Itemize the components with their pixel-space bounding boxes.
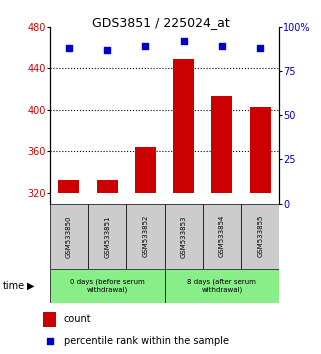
Text: GSM533851: GSM533851 [104, 215, 110, 258]
Bar [173, 59, 194, 193]
Point [219, 43, 224, 49]
Text: GSM533855: GSM533855 [257, 215, 263, 257]
Point [66, 45, 72, 51]
Point [105, 47, 110, 52]
Point [181, 38, 186, 44]
Text: GDS3851 / 225024_at: GDS3851 / 225024_at [91, 16, 230, 29]
Bar [50, 204, 88, 269]
Bar [203, 204, 241, 269]
Bar [58, 179, 79, 193]
Text: 8 days (after serum
withdrawal): 8 days (after serum withdrawal) [187, 279, 256, 293]
Text: GSM533853: GSM533853 [181, 215, 187, 258]
Bar [135, 147, 156, 193]
Text: count: count [64, 314, 91, 325]
Bar [50, 269, 164, 303]
Bar [43, 312, 56, 327]
Point [47, 338, 52, 344]
Bar [88, 204, 126, 269]
Point [257, 45, 263, 51]
Text: time: time [3, 281, 25, 291]
Bar [126, 204, 164, 269]
Bar [164, 269, 279, 303]
Point [143, 43, 148, 49]
Text: percentile rank within the sample: percentile rank within the sample [64, 336, 229, 346]
Text: GSM533852: GSM533852 [143, 215, 148, 257]
Text: GSM533850: GSM533850 [66, 215, 72, 258]
Text: ▶: ▶ [27, 281, 35, 291]
Text: 0 days (before serum
withdrawal): 0 days (before serum withdrawal) [70, 279, 144, 293]
Bar [97, 179, 118, 193]
Bar [250, 107, 271, 193]
Text: GSM533854: GSM533854 [219, 215, 225, 257]
Bar [211, 96, 232, 193]
Bar [164, 204, 203, 269]
Bar [241, 204, 279, 269]
